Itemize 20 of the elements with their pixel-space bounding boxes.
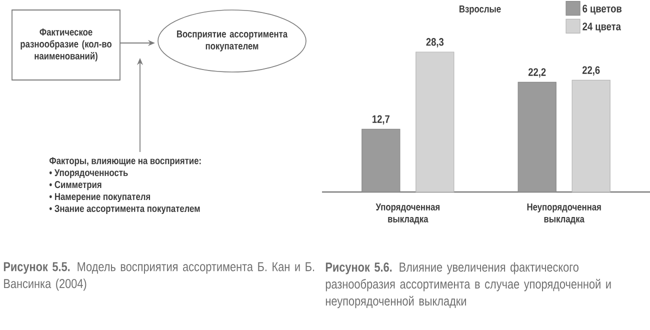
bar (416, 52, 454, 192)
legend-label: 6 цветов (582, 4, 622, 15)
legend-label: 24 цвета (582, 22, 622, 32)
bar (572, 80, 610, 192)
text: Рисунок 5.6. Влияние увеличения фактического разнообразия ассортимента в случае упорядоченной и неупорядоченной выкладки (326, 262, 611, 308)
text: • Знание ассортимента покупателем (49, 204, 200, 214)
data-label: 28,3 (426, 38, 444, 48)
x-tick-label: Неупорядоченная выкладка (527, 204, 601, 224)
data-label: 12,7 (372, 115, 390, 125)
x-tick-label: Упорядоченная выкладка (376, 204, 440, 224)
chart-title: Взрослые (460, 6, 501, 14)
text: • Симметрия (49, 181, 102, 190)
text: • Упорядоченность (49, 169, 128, 178)
data-label: 22,2 (528, 68, 546, 78)
text: Рисунок 5.5. Модель восприятия ассортимента Б. Кан и Б. Вансинка (2004) (4, 262, 314, 291)
text: • Намерение покупателя (49, 193, 150, 202)
data-label: 22,6 (582, 66, 600, 76)
text: Восприятие ассортимента покупателем (177, 30, 288, 52)
text: Факторы, влияющие на восприятие: (50, 157, 201, 166)
text: Фактическое разнообразие (кол-во наименований) (20, 28, 112, 62)
